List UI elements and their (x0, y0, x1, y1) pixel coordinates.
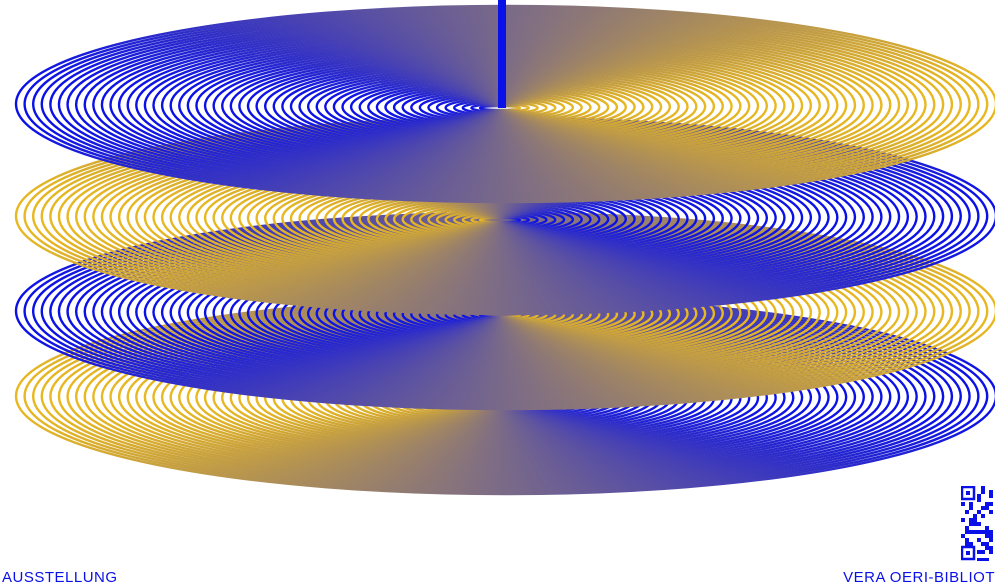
exhibition-label: AUSSTELLUNG (2, 569, 118, 586)
qr-code-icon (961, 486, 993, 561)
library-label: VERA OERI-BIBLIOT (843, 569, 995, 586)
vertical-axis-bar (498, 0, 506, 108)
